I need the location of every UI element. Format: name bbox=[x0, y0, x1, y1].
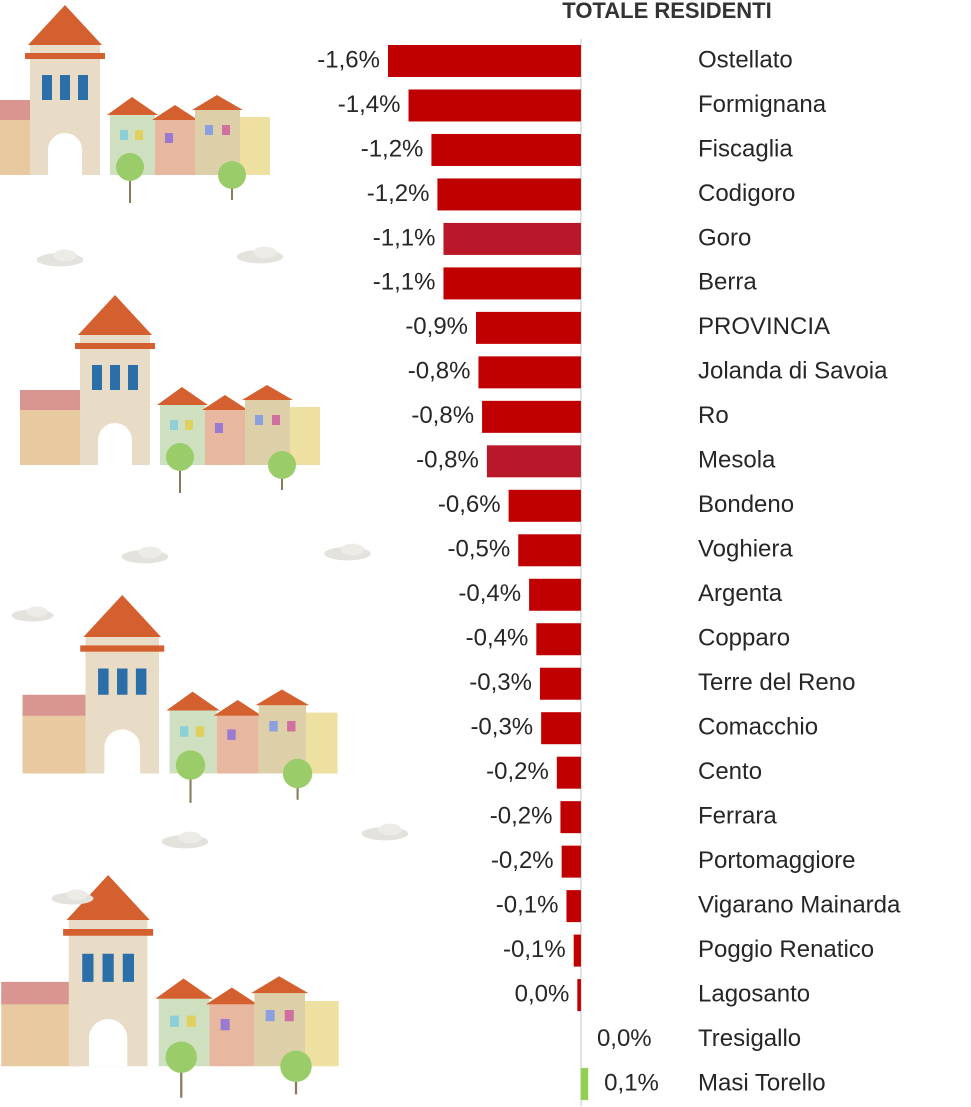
value-label: -1,2% bbox=[367, 180, 430, 207]
value-label: -1,2% bbox=[361, 135, 424, 162]
value-label: -0,9% bbox=[405, 313, 468, 340]
bar bbox=[581, 1068, 588, 1100]
bar bbox=[388, 45, 581, 77]
bar bbox=[566, 890, 580, 922]
bar bbox=[478, 356, 581, 388]
value-label: -1,6% bbox=[317, 46, 380, 73]
category-label: Ferrara bbox=[698, 803, 777, 830]
value-label: -0,1% bbox=[496, 891, 559, 918]
value-label: 0,0% bbox=[515, 980, 570, 1007]
cloud bbox=[324, 544, 371, 561]
bar bbox=[509, 490, 581, 522]
page: {"chart_data": {"type": "bar", "orientat… bbox=[0, 0, 971, 1107]
chart-title: TOTALE RESIDENTI bbox=[562, 0, 771, 23]
value-label: -0,1% bbox=[503, 936, 566, 963]
value-label: -0,2% bbox=[486, 758, 549, 785]
category-label: Comacchio bbox=[698, 714, 818, 741]
category-label: Codigoro bbox=[698, 180, 795, 207]
category-label: Poggio Renatico bbox=[698, 936, 874, 963]
category-label: Copparo bbox=[698, 625, 790, 652]
chart: TOTALE RESIDENTI -1,6% Ostellato -1,4% Form… bbox=[0, 0, 971, 1107]
bar bbox=[487, 445, 581, 477]
value-label: -0,6% bbox=[438, 491, 501, 518]
value-label: -0,4% bbox=[458, 580, 521, 607]
value-label: -1,4% bbox=[338, 91, 401, 118]
value-label: -0,2% bbox=[490, 803, 553, 830]
bar bbox=[443, 223, 580, 255]
value-label: -1,1% bbox=[373, 269, 436, 296]
category-label: Tresigallo bbox=[698, 1025, 801, 1052]
value-label: -0,8% bbox=[408, 358, 471, 385]
category-label: Lagosanto bbox=[698, 980, 810, 1007]
bar bbox=[536, 623, 581, 655]
category-label: Masi Torello bbox=[698, 1069, 826, 1096]
value-label: -0,4% bbox=[466, 625, 529, 652]
village bbox=[0, 5, 270, 203]
value-label: 0,0% bbox=[597, 1025, 652, 1052]
category-label: Ro bbox=[698, 402, 729, 429]
cloud bbox=[12, 607, 54, 622]
category-label: Bondeno bbox=[698, 491, 794, 518]
bar bbox=[557, 757, 581, 789]
cloud bbox=[122, 547, 169, 564]
cloud bbox=[37, 250, 84, 267]
bar bbox=[518, 534, 581, 566]
value-label: -0,3% bbox=[470, 714, 533, 741]
value-label: -0,2% bbox=[491, 847, 554, 874]
decorations bbox=[0, 5, 408, 1098]
cloud bbox=[237, 247, 284, 264]
village bbox=[23, 595, 338, 803]
category-label: Terre del Reno bbox=[698, 669, 855, 696]
category-label: Argenta bbox=[698, 580, 783, 607]
value-label: -1,1% bbox=[373, 224, 436, 251]
category-label: Voghiera bbox=[698, 536, 793, 563]
bar bbox=[476, 312, 581, 344]
bar bbox=[577, 979, 581, 1011]
value-label: -0,5% bbox=[448, 536, 511, 563]
category-label: Cento bbox=[698, 758, 762, 785]
category-label: Formignana bbox=[698, 91, 827, 118]
category-label: PROVINCIA bbox=[698, 313, 830, 340]
category-label: Ostellato bbox=[698, 46, 793, 73]
value-label: -0,8% bbox=[416, 447, 479, 474]
category-label: Berra bbox=[698, 269, 757, 296]
village bbox=[20, 295, 320, 493]
bar bbox=[574, 935, 581, 967]
category-label: Portomaggiore bbox=[698, 847, 855, 874]
category-label: Mesola bbox=[698, 447, 776, 474]
category-label: Vigarano Mainarda bbox=[698, 891, 901, 918]
bar bbox=[443, 267, 580, 299]
bar bbox=[560, 801, 581, 833]
bar bbox=[482, 401, 581, 433]
bar bbox=[529, 579, 581, 611]
category-label: Fiscaglia bbox=[698, 135, 793, 162]
cloud bbox=[162, 832, 209, 849]
value-label: -0,3% bbox=[469, 669, 532, 696]
bar bbox=[431, 134, 581, 166]
bar bbox=[409, 89, 581, 121]
category-label: Jolanda di Savoia bbox=[698, 358, 888, 385]
bar bbox=[541, 712, 581, 744]
category-label: Goro bbox=[698, 224, 751, 251]
bar bbox=[540, 668, 581, 700]
cloud bbox=[52, 890, 94, 905]
cloud bbox=[362, 824, 409, 841]
village bbox=[1, 875, 339, 1098]
value-label: -0,8% bbox=[411, 402, 474, 429]
bar bbox=[562, 846, 581, 878]
bar bbox=[437, 178, 581, 210]
value-label: 0,1% bbox=[604, 1069, 659, 1096]
